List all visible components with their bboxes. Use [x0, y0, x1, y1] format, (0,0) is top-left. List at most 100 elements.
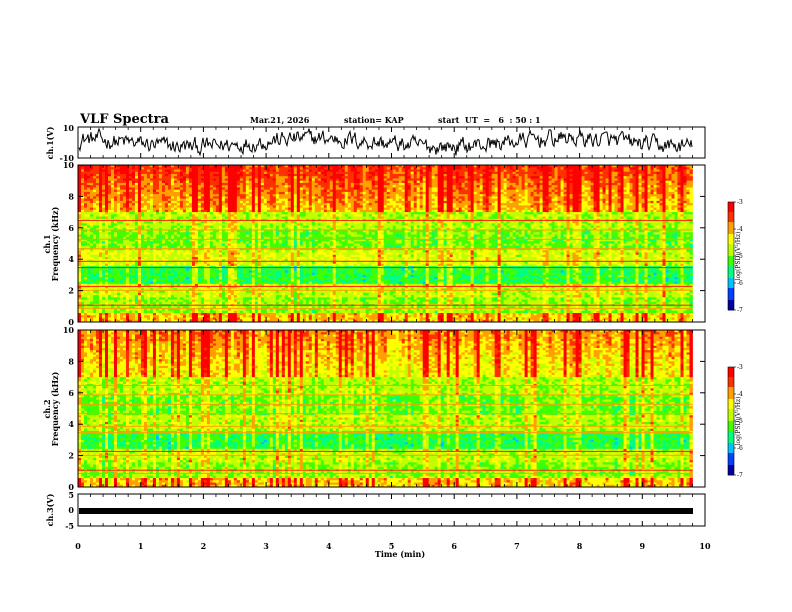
spec-cell — [594, 176, 597, 179]
spec-cell — [144, 167, 147, 170]
spec-cell — [468, 176, 471, 179]
spec-cell — [624, 176, 627, 179]
spec-cell — [600, 176, 603, 179]
spec-cell — [438, 167, 441, 170]
spec-cell — [342, 176, 345, 179]
spec-cell — [375, 167, 378, 170]
spec-cell — [336, 167, 339, 170]
spec-cell — [297, 176, 300, 179]
spec-cell — [135, 167, 138, 170]
spec-cell — [507, 167, 510, 170]
spec-cell — [258, 176, 261, 179]
spec-cell — [648, 176, 651, 179]
spec-cell — [662, 176, 665, 179]
spec-cell — [668, 167, 671, 170]
spec-cell — [246, 167, 249, 170]
spec-cell — [78, 167, 81, 170]
spec-cell — [603, 167, 606, 170]
spec-cell — [372, 167, 375, 170]
spec-cell — [114, 176, 117, 179]
spec-cell — [683, 167, 686, 170]
spec-cell — [294, 167, 297, 170]
spec-cell — [639, 167, 642, 170]
spec-cell — [216, 167, 219, 170]
spec-cell — [162, 167, 165, 170]
spec-cell — [674, 176, 677, 179]
spec-cell — [249, 167, 252, 170]
spec-cell — [447, 167, 450, 170]
spec-cell — [81, 167, 84, 170]
spec-cell — [447, 176, 450, 179]
spec-cell — [537, 176, 540, 179]
spec-cell — [357, 176, 360, 179]
spec-cell — [450, 167, 453, 170]
spec-cell — [138, 176, 141, 179]
spec-cell — [234, 176, 237, 179]
spec-cell — [624, 167, 627, 170]
spec-cell — [390, 176, 393, 179]
spec-cell — [543, 176, 546, 179]
spec-cell — [546, 176, 549, 179]
spec-cell — [168, 167, 171, 170]
spec-cell — [477, 176, 480, 179]
spec-cell — [96, 176, 99, 179]
spec-cell — [489, 176, 492, 179]
spec-cell — [486, 176, 489, 179]
spec-cell — [312, 167, 315, 170]
spec-cell — [648, 167, 651, 170]
spec-cell — [677, 176, 680, 179]
spec-cell — [537, 167, 540, 170]
spec-cell — [285, 167, 288, 170]
spec-cell — [405, 167, 408, 170]
spec-cell — [582, 176, 585, 179]
spec-cell — [324, 167, 327, 170]
spec-cell — [671, 167, 674, 170]
spec-cell — [81, 176, 84, 179]
spec-cell — [441, 167, 444, 170]
spec-cell — [683, 176, 686, 179]
spec-cell — [588, 176, 591, 179]
spec-cell — [222, 167, 225, 170]
spec-cell — [659, 167, 662, 170]
spec-cell — [645, 176, 648, 179]
spec-cell — [231, 176, 234, 179]
vlf-figure: VLF Spectra Mar.21, 2026 station= KAP st… — [0, 0, 792, 612]
spec-cell — [111, 176, 114, 179]
spec-cell — [90, 176, 93, 179]
spec-cell — [78, 176, 81, 179]
spec-cell — [639, 176, 642, 179]
spec-cell — [141, 176, 144, 179]
spec-cell — [120, 167, 123, 170]
spec-cell — [435, 167, 438, 170]
spec-cell — [462, 167, 465, 170]
spec-cell — [417, 167, 420, 170]
spec-cell — [564, 176, 567, 179]
spec-cell — [192, 176, 195, 179]
spec-cell — [168, 176, 171, 179]
spec-cell — [261, 176, 264, 179]
spec-cell — [522, 176, 525, 179]
spec-cell — [165, 176, 168, 179]
spec-cell — [531, 167, 534, 170]
spec-cell — [105, 167, 108, 170]
spec-cell — [627, 176, 630, 179]
spec-cell — [483, 167, 486, 170]
spec-cell — [123, 167, 126, 170]
spec-cell — [540, 176, 543, 179]
spec-cell — [333, 176, 336, 179]
spec-cell — [84, 167, 87, 170]
spec-cell — [618, 176, 621, 179]
spec-cell — [501, 167, 504, 170]
spec-cell — [492, 176, 495, 179]
spec-cell — [510, 167, 513, 170]
spec-cell — [144, 176, 147, 179]
spec-cell — [264, 176, 267, 179]
spec-cell — [231, 167, 234, 170]
spec-cell — [450, 176, 453, 179]
date-label: Mar.21, 2026 — [250, 115, 310, 125]
spec-cell — [432, 167, 435, 170]
spec-cell — [288, 167, 291, 170]
spec-cell — [399, 176, 402, 179]
spec-cell — [108, 167, 111, 170]
spec-cell — [441, 176, 444, 179]
